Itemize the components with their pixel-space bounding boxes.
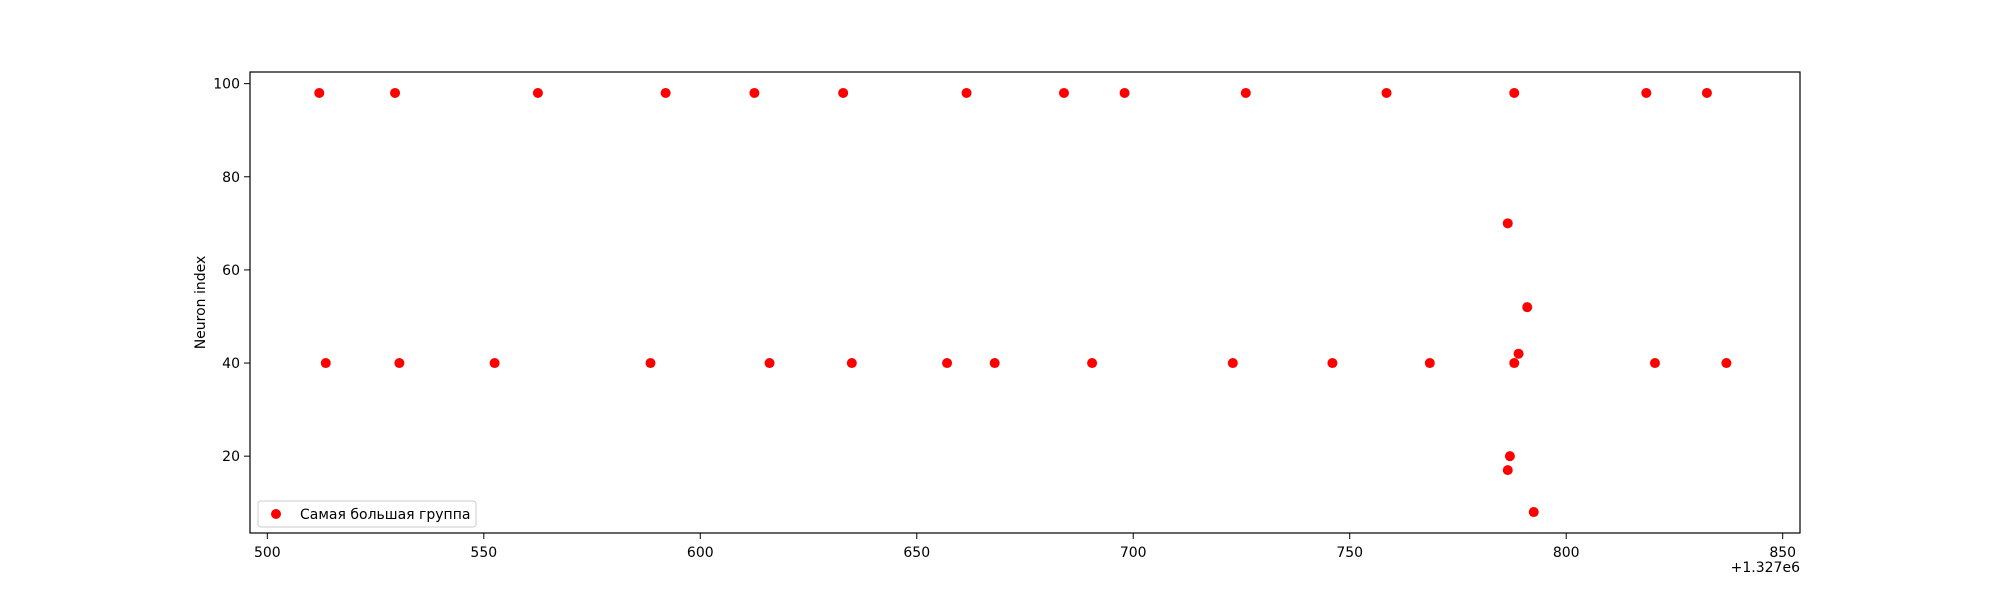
data-point [1119, 87, 1130, 98]
x-tick-label: 650 [903, 545, 930, 561]
data-point [1504, 451, 1515, 462]
data-point [764, 358, 775, 369]
data-point [532, 87, 543, 98]
data-point [390, 87, 401, 98]
y-tick-label: 40 [222, 356, 240, 372]
data-point [1424, 358, 1435, 369]
data-point [1509, 358, 1520, 369]
y-tick-label: 20 [222, 449, 240, 465]
legend-label: Самая большая группа [300, 507, 470, 523]
data-point [1502, 465, 1513, 476]
data-point [749, 87, 760, 98]
legend: Самая большая группа [257, 500, 477, 528]
data-point [1513, 348, 1524, 359]
data-point [1641, 87, 1652, 98]
data-point [989, 358, 1000, 369]
data-point [1528, 507, 1539, 518]
y-axis-label: Neuron index [193, 256, 209, 350]
x-tick-label: 600 [687, 545, 714, 561]
data-point [1649, 358, 1660, 369]
data-point [1701, 87, 1712, 98]
data-point [1522, 302, 1533, 313]
x-tick-label: 800 [1553, 545, 1580, 561]
x-tick-label: 700 [1120, 545, 1147, 561]
data-point [489, 358, 500, 369]
x-tick-label: 850 [1769, 545, 1796, 561]
data-point [1502, 218, 1513, 229]
y-axis-ticks: 20 40 60 80 100 [213, 77, 250, 465]
data-point [1721, 358, 1732, 369]
data-points [314, 87, 1732, 518]
data-point [645, 358, 656, 369]
data-point [846, 358, 857, 369]
data-point [1058, 87, 1069, 98]
data-point [838, 87, 849, 98]
x-tick-label: 550 [470, 545, 497, 561]
plot-frame [249, 71, 1801, 534]
data-point [1227, 358, 1238, 369]
data-point [1087, 358, 1098, 369]
data-point [1240, 87, 1251, 98]
data-point [942, 358, 953, 369]
x-axis-ticks: 500 550 600 650 700 750 800 850 [254, 533, 1796, 561]
data-point [961, 87, 972, 98]
y-tick-label: 60 [222, 263, 240, 279]
legend-marker [271, 509, 281, 519]
data-point [320, 358, 331, 369]
x-axis-offset-label: +1.327e6 [1731, 560, 1800, 576]
data-point [314, 87, 325, 98]
data-point [660, 87, 671, 98]
plot-area [250, 72, 1800, 533]
y-tick-label: 80 [222, 170, 240, 186]
legend-box [257, 500, 477, 528]
data-point [1381, 87, 1392, 98]
data-point [1327, 358, 1338, 369]
y-tick-label: 100 [213, 77, 240, 93]
data-point [1509, 87, 1520, 98]
x-tick-label: 500 [254, 545, 281, 561]
data-point [394, 358, 405, 369]
x-tick-label: 750 [1336, 545, 1363, 561]
